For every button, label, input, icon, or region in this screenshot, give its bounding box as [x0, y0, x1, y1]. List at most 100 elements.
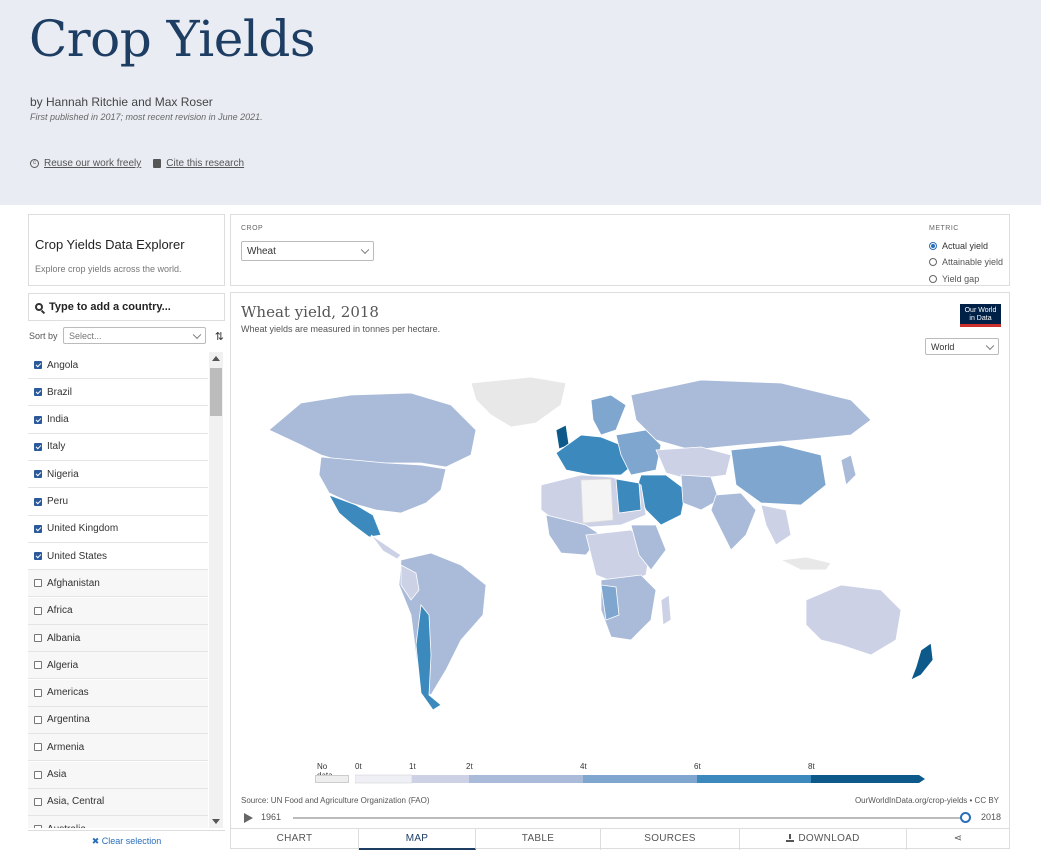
map-region-japan	[840, 454, 857, 486]
metric-option-actual[interactable]: Actual yield	[929, 241, 988, 251]
tab-table[interactable]: TABLE	[476, 829, 601, 850]
metric-option-attainable[interactable]: Attainable yield	[929, 257, 1003, 267]
metric-option-gap[interactable]: Yield gap	[929, 274, 979, 284]
metric-option-label: Actual yield	[942, 241, 989, 251]
logo-line-2: in Data	[969, 315, 992, 322]
tab-sources[interactable]: SOURCES	[601, 829, 740, 850]
country-name: Nigeria	[47, 468, 79, 480]
sort-dropdown[interactable]: Select...	[63, 327, 206, 344]
chart-credit[interactable]: OurWorldInData.org/crop-yields • CC BY	[854, 796, 999, 805]
checkbox-icon[interactable]	[34, 606, 42, 615]
timeline-handle[interactable]	[960, 812, 971, 823]
country-name: Armenia	[47, 741, 85, 753]
country-list: Angola Brazil India Italy Nigeria Peru United …	[28, 352, 225, 828]
crop-label: CROP	[241, 225, 264, 232]
country-name: Afghanistan	[47, 577, 100, 589]
checkbox-icon[interactable]	[34, 797, 42, 806]
share-icon: ⋖	[953, 833, 963, 844]
country-list-item[interactable]: Nigeria	[28, 461, 208, 489]
country-name: Asia	[47, 769, 67, 780]
checkbox-icon[interactable]	[34, 743, 42, 752]
country-list-scrollbar[interactable]	[209, 352, 223, 828]
checkbox-checked-icon[interactable]	[34, 388, 42, 397]
chart-source[interactable]: Source: UN Food and Agriculture Organiza…	[241, 796, 430, 805]
country-list-item[interactable]: Americas	[28, 679, 208, 707]
country-list-item[interactable]: Algeria	[28, 652, 208, 680]
radio-icon[interactable]	[929, 275, 937, 283]
timeline-track[interactable]	[293, 817, 965, 819]
cite-link-label[interactable]: Cite this research	[166, 158, 245, 169]
legend-tick-label: 2t	[466, 762, 473, 771]
timeline-end-year: 2018	[980, 812, 1001, 822]
map-region-indonesia	[779, 556, 832, 571]
country-search[interactable]: Type to add a country...	[28, 293, 225, 321]
cc-icon: c	[30, 159, 39, 168]
radio-icon[interactable]	[929, 242, 937, 250]
region-dropdown[interactable]: World	[925, 338, 999, 355]
country-name: Brazil	[47, 386, 73, 398]
checkbox-icon[interactable]	[34, 579, 42, 588]
map-region-southeast-asia	[760, 504, 792, 546]
country-list-item[interactable]: India	[28, 406, 208, 434]
checkbox-icon[interactable]	[34, 634, 42, 642]
checkbox-icon[interactable]	[34, 825, 42, 828]
legend-bin-2	[469, 775, 583, 783]
country-list-item[interactable]: Brazil	[28, 379, 208, 407]
sort-order-icon[interactable]: ⇅	[214, 331, 224, 343]
metric-label: METRIC	[929, 225, 959, 232]
explorer-title-card: Crop Yields Data Explorer Explore crop y…	[28, 214, 225, 286]
checkbox-checked-icon[interactable]	[34, 524, 42, 533]
checkbox-icon[interactable]	[34, 688, 42, 697]
country-list-item[interactable]: Albania	[28, 625, 208, 652]
world-map[interactable]	[261, 375, 961, 715]
country-list-item[interactable]: Afghanistan	[28, 570, 208, 598]
tab-map[interactable]: MAP	[359, 829, 476, 850]
tab-chart[interactable]: CHART	[231, 829, 359, 850]
country-name: United States	[47, 550, 108, 562]
clear-selection-button[interactable]: ✖ Clear selection	[28, 830, 225, 850]
scroll-down-icon[interactable]	[212, 819, 220, 824]
reuse-link[interactable]: c Reuse our work freely	[30, 158, 141, 169]
country-list-item[interactable]: United Kingdom	[28, 515, 208, 543]
checkbox-checked-icon[interactable]	[34, 497, 42, 506]
scrollbar-thumb[interactable]	[210, 368, 222, 416]
tab-download[interactable]: DOWNLOAD	[740, 829, 907, 850]
checkbox-icon[interactable]	[34, 770, 42, 779]
country-name: India	[47, 414, 69, 426]
map-region-china	[730, 444, 827, 506]
country-list-item[interactable]: Australia	[28, 816, 208, 828]
map-region-canada	[268, 392, 477, 468]
checkbox-icon[interactable]	[34, 661, 42, 670]
byline: by Hannah Ritchie and Max Roser	[30, 95, 213, 109]
country-list-item[interactable]: Asia, Central	[28, 788, 208, 816]
map-region-scandinavia	[590, 394, 627, 436]
cite-link[interactable]: Cite this research	[153, 158, 244, 169]
country-list-item[interactable]: Africa	[28, 597, 208, 625]
play-icon[interactable]	[244, 813, 253, 823]
scroll-up-icon[interactable]	[212, 356, 220, 361]
radio-icon[interactable]	[929, 258, 937, 266]
legend-tick-label: 0t	[355, 762, 362, 771]
chart-tabs: CHART MAP TABLE SOURCES DOWNLOAD ⋖	[231, 828, 1009, 850]
checkbox-checked-icon[interactable]	[34, 552, 42, 561]
country-name: Albania	[47, 632, 81, 644]
crop-dropdown[interactable]: Wheat	[241, 241, 374, 261]
country-list-item[interactable]: Armenia	[28, 734, 208, 762]
checkbox-checked-icon[interactable]	[34, 361, 42, 369]
country-list-item[interactable]: United States	[28, 543, 208, 571]
map-region-chile	[415, 604, 442, 711]
legend-tick-label: 8t	[808, 762, 815, 771]
country-list-item[interactable]: Angola	[28, 352, 208, 379]
checkbox-icon[interactable]	[34, 715, 42, 724]
country-list-item[interactable]: Peru	[28, 488, 208, 516]
checkbox-checked-icon[interactable]	[34, 442, 42, 451]
reuse-link-label[interactable]: Reuse our work freely	[44, 158, 142, 169]
tab-share[interactable]: ⋖	[907, 829, 1009, 850]
country-name: Australia	[47, 824, 86, 828]
owid-logo[interactable]: Our World in Data	[960, 304, 1001, 327]
checkbox-checked-icon[interactable]	[34, 470, 42, 479]
country-list-item[interactable]: Argentina	[28, 706, 208, 734]
country-list-item[interactable]: Asia	[28, 761, 208, 789]
country-list-item[interactable]: Italy	[28, 433, 208, 461]
checkbox-checked-icon[interactable]	[34, 415, 42, 424]
